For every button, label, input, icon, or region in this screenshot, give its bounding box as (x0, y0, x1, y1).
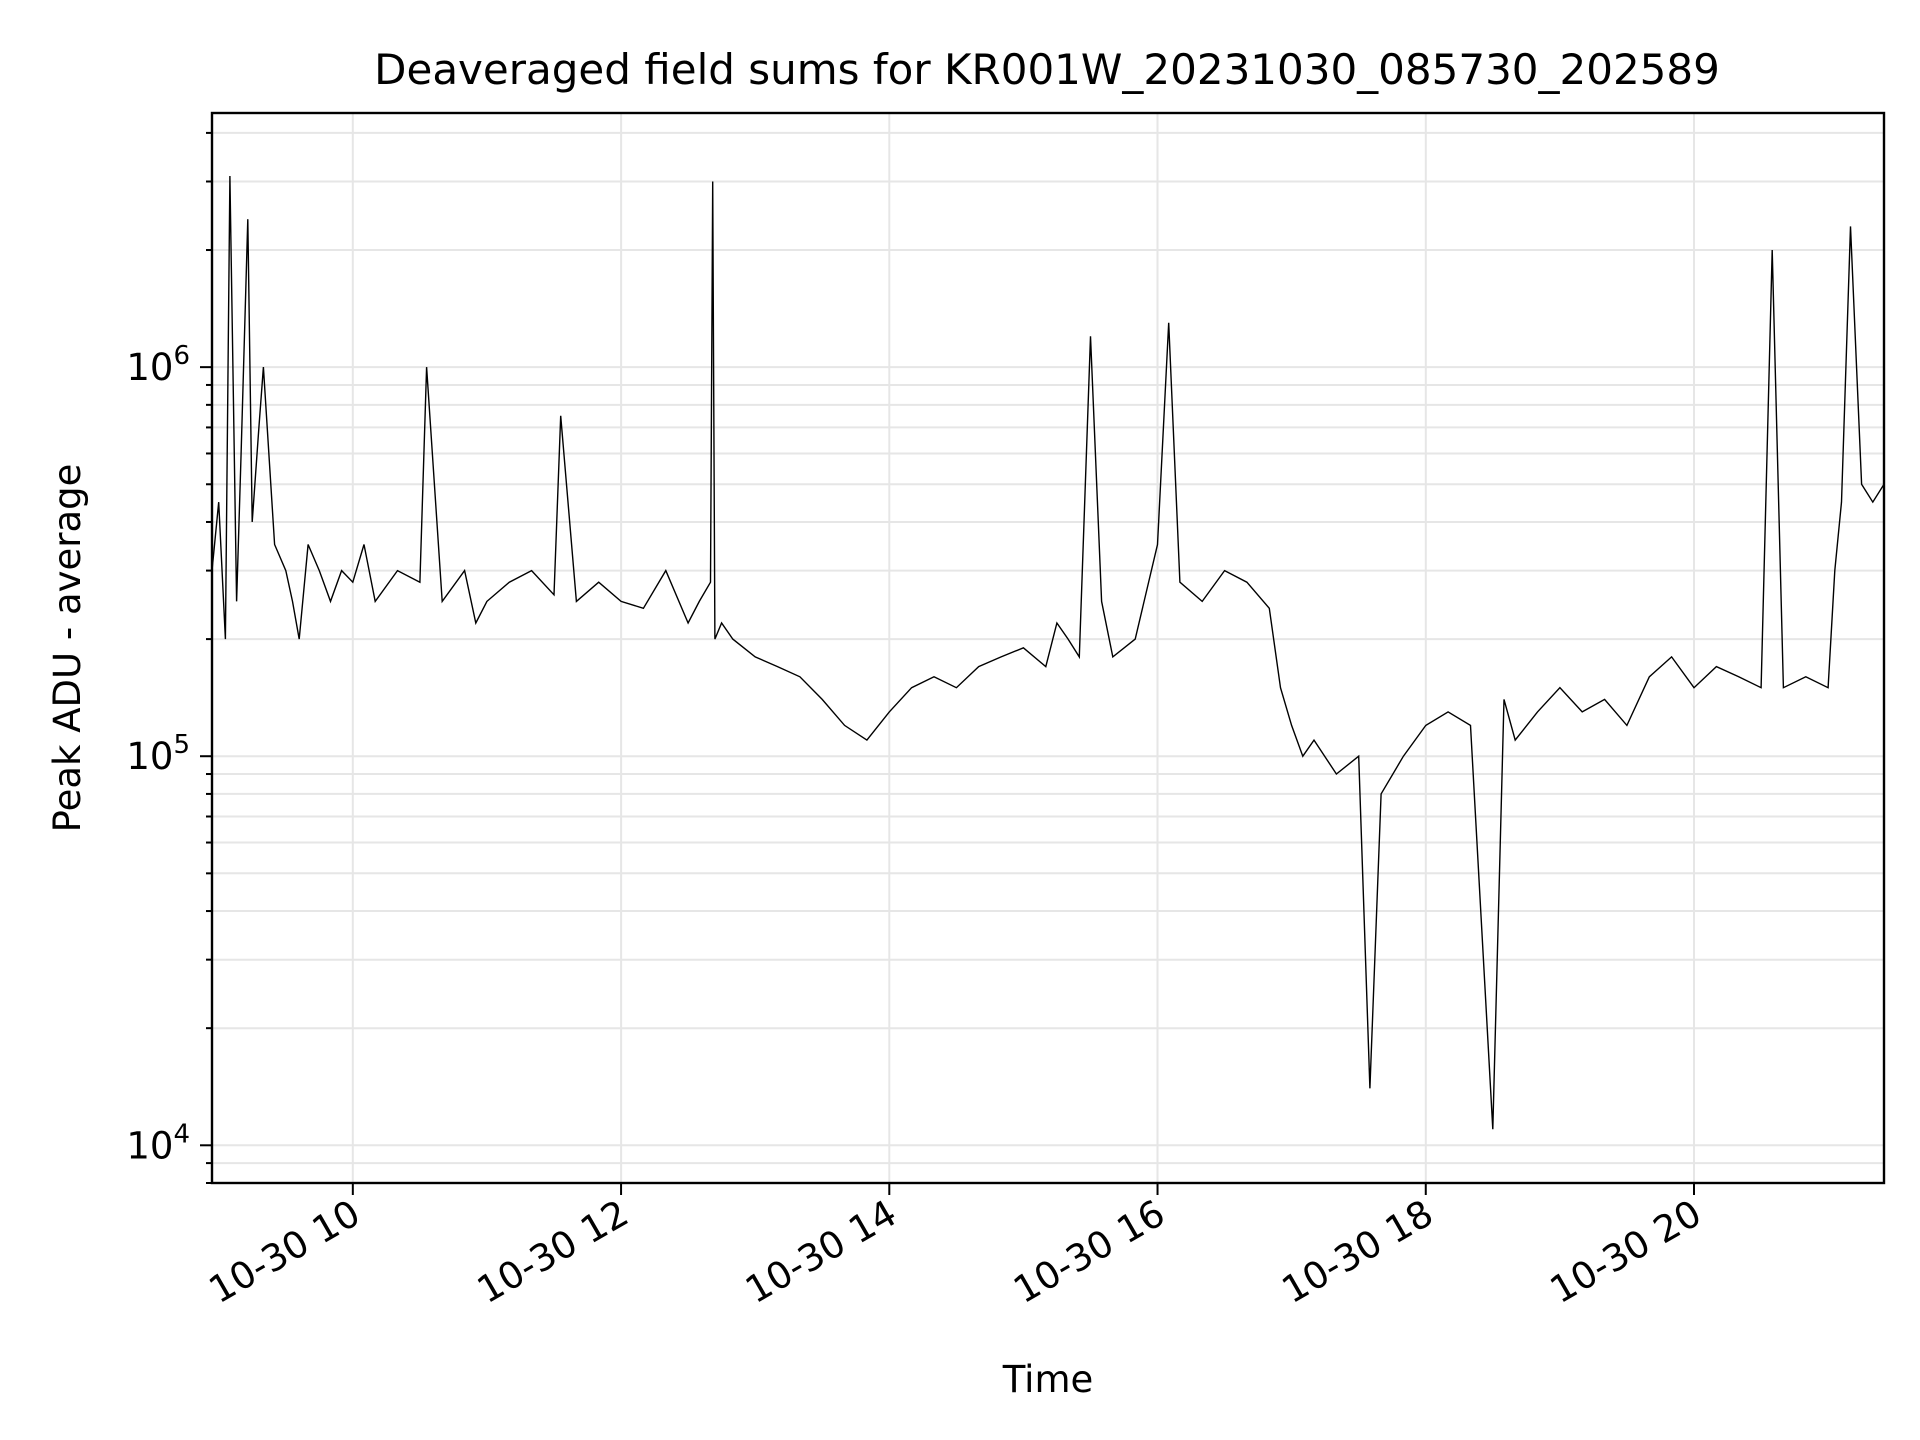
x-tick-label: 10-30 14 (738, 1192, 904, 1312)
x-tick-label: 10-30 12 (470, 1192, 636, 1312)
y-tick-label: 106 (126, 341, 190, 389)
plot-frame (210, 111, 1886, 1185)
x-tick-label: 10-30 16 (1006, 1192, 1172, 1312)
x-tick-label: 10-30 18 (1275, 1192, 1441, 1312)
x-tick-label: 10-30 10 (202, 1192, 368, 1312)
y-axis-label: Peak ADU - average (46, 464, 89, 833)
y-tick-label: 104 (126, 1119, 190, 1167)
x-tick-label: 10-30 20 (1543, 1192, 1709, 1312)
y-axis: 104 105 106 (126, 131, 212, 1184)
y-tick-label: 105 (126, 730, 190, 778)
grid (212, 113, 1884, 1184)
x-axis: 10-30 10 10-30 12 10-30 14 10-30 16 10-30 18… (202, 1183, 1709, 1312)
series-line-peak-adu (211, 175, 1885, 1130)
chart-title: Deaveraged field sums for KR001W_2023103… (374, 45, 1720, 94)
x-axis-label: Time (1002, 1358, 1094, 1401)
